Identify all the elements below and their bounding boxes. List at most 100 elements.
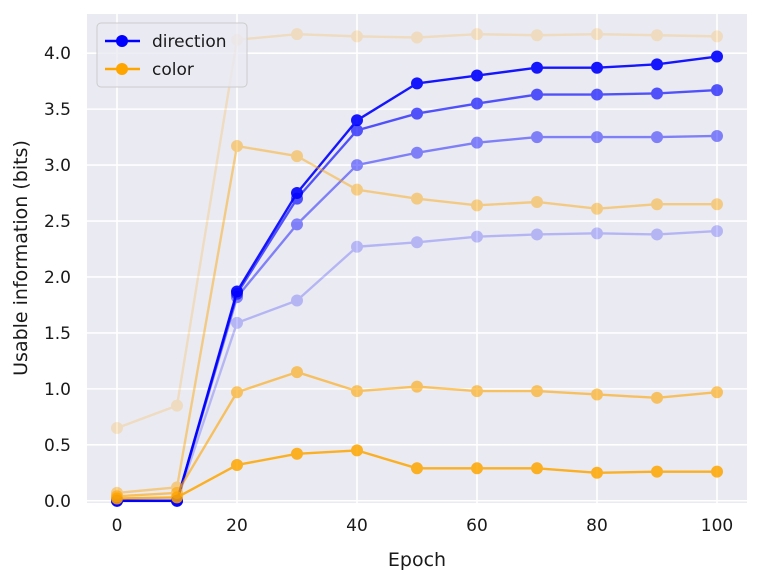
data-point <box>711 198 723 211</box>
data-point <box>351 240 363 253</box>
data-point <box>531 88 543 101</box>
y-tick-label: 2.5 <box>44 212 71 232</box>
y-tick-label: 1.0 <box>44 380 71 400</box>
plot-background <box>87 14 747 503</box>
y-tick-label: 2.0 <box>44 268 71 288</box>
y-axis-label: Usable information (bits) <box>10 140 32 376</box>
data-point <box>651 228 663 241</box>
data-point <box>231 287 243 300</box>
data-point <box>591 202 603 215</box>
series-layer <box>111 28 723 507</box>
data-point <box>471 136 483 149</box>
data-point <box>351 30 363 43</box>
x-tick-label: 60 <box>466 516 488 536</box>
series-line <box>117 229 718 502</box>
data-point <box>171 491 183 504</box>
legend-label-direction: direction <box>152 32 227 52</box>
data-point <box>291 366 303 379</box>
ticks: 0 20 40 60 80 100 0.0 0.5 1.0 1.5 2.0 2.5 3.0 3.5 4.0 <box>44 44 733 536</box>
data-point <box>351 444 363 457</box>
y-tick-label: 4.0 <box>44 44 71 64</box>
data-point <box>711 50 723 63</box>
data-point <box>711 30 723 43</box>
data-point <box>471 199 483 212</box>
data-point <box>591 61 603 74</box>
x-tick-label: 0 <box>112 516 123 536</box>
data-point <box>351 183 363 196</box>
data-point <box>171 399 183 412</box>
data-point <box>531 462 543 475</box>
series-line <box>117 134 718 502</box>
series-color-5 <box>111 140 723 499</box>
data-point <box>591 88 603 101</box>
data-point <box>531 29 543 42</box>
data-point <box>471 462 483 475</box>
x-tick-label: 100 <box>701 516 733 536</box>
data-point <box>531 131 543 144</box>
data-point <box>231 316 243 329</box>
series-line <box>116 144 717 495</box>
data-point <box>351 159 363 172</box>
legend: direction color <box>96 22 248 88</box>
data-point <box>411 146 423 159</box>
data-point <box>411 462 423 475</box>
data-point <box>531 61 543 74</box>
y-tick-label: 0.5 <box>44 436 71 456</box>
data-point <box>591 28 603 41</box>
data-point <box>411 31 423 44</box>
data-point <box>411 77 423 90</box>
data-point <box>711 225 723 238</box>
data-point <box>591 227 603 240</box>
data-point <box>351 114 363 127</box>
data-point <box>531 195 543 208</box>
data-point <box>531 385 543 398</box>
data-point <box>591 388 603 401</box>
data-point <box>411 107 423 120</box>
data-point <box>291 294 303 307</box>
legend-marker-direction <box>116 35 128 47</box>
x-axis-label: Epoch <box>388 549 446 571</box>
legend-box <box>96 22 248 88</box>
data-point <box>591 131 603 144</box>
series-direction-3 <box>111 225 723 507</box>
data-point <box>471 385 483 398</box>
data-point <box>111 492 123 505</box>
data-point <box>711 465 723 478</box>
data-point <box>711 129 723 142</box>
data-point <box>411 236 423 249</box>
series-line <box>116 32 718 430</box>
legend-marker-color <box>116 63 128 75</box>
data-point <box>711 84 723 97</box>
y-tick-label: 3.5 <box>44 100 71 120</box>
data-point <box>291 150 303 163</box>
data-point <box>711 386 723 399</box>
y-tick-label: 3.0 <box>44 156 71 176</box>
series-color-7 <box>111 444 723 505</box>
data-point <box>351 385 363 398</box>
data-point <box>471 28 483 41</box>
data-point <box>231 291 243 304</box>
data-point <box>291 218 303 231</box>
data-point <box>291 192 303 205</box>
x-tick-label: 40 <box>346 516 368 536</box>
y-tick-label: 1.5 <box>44 324 71 344</box>
data-point <box>411 192 423 205</box>
data-point <box>471 69 483 82</box>
x-tick-label: 80 <box>586 516 608 536</box>
data-point <box>291 447 303 460</box>
legend-label-color: color <box>152 60 194 80</box>
data-point <box>231 386 243 399</box>
data-point <box>651 198 663 211</box>
data-point <box>651 29 663 42</box>
data-point <box>231 458 243 471</box>
data-point <box>651 87 663 100</box>
data-point <box>231 140 243 153</box>
x-tick-label: 20 <box>226 516 248 536</box>
data-point <box>651 131 663 144</box>
y-tick-label: 0.0 <box>44 492 71 512</box>
data-point <box>651 391 663 404</box>
data-point <box>591 466 603 479</box>
data-point <box>471 230 483 243</box>
data-point <box>291 28 303 41</box>
